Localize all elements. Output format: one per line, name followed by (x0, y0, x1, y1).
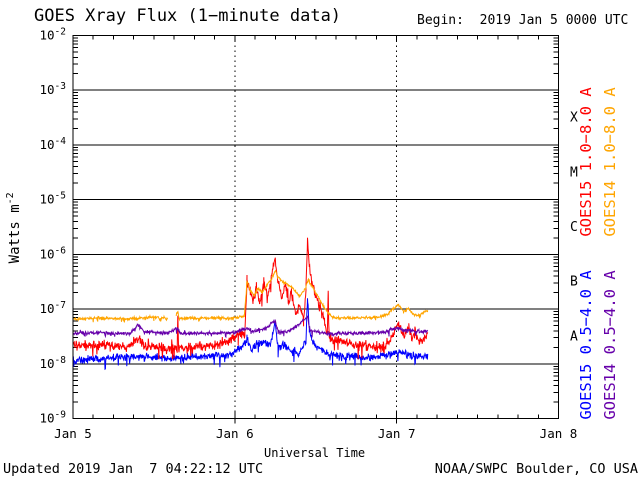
series-goes14-1.0-8.0-line (175, 269, 429, 322)
y-tick-label: 10-5 (39, 191, 66, 207)
y-tick-label: 10-3 (39, 81, 66, 97)
series-legend-goes14-0.5-4.0: GOES14 0.5−4.0 A (601, 270, 619, 420)
plot-border (72, 35, 559, 419)
series-goes14-0.5-4.0-line (72, 315, 429, 339)
y-tick-label: 10-4 (39, 136, 66, 152)
x-tick-label: Jan 5 (54, 426, 92, 441)
x-tick-label: Jan 8 (540, 426, 578, 441)
flare-class-label: B (570, 275, 578, 290)
flare-class-label: A (570, 329, 578, 344)
series-goes15-1.0-8.0-line (72, 237, 429, 360)
y-tick-label: 10-8 (39, 355, 66, 371)
chart-title: GOES Xray Flux (1−minute data) (34, 6, 342, 26)
series-legend-goes14-1.0-8.0: GOES14 1.0−8.0 A (601, 87, 619, 237)
source-attribution: NOAA/SWPC Boulder, CO USA (434, 461, 638, 477)
flare-class-label: X (570, 111, 578, 126)
series-legend-goes15-1.0-8.0: GOES15 1.0−8.0 A (577, 87, 595, 237)
x-axis-label: Universal Time (264, 446, 366, 460)
x-tick-label: Jan 7 (378, 426, 416, 441)
y-tick-label: 10-6 (39, 245, 66, 261)
flare-class-label: M (570, 165, 578, 180)
series-legend-goes15-0.5-4.0: GOES15 0.5−4.0 A (577, 270, 595, 420)
begin-time: Begin: 2019 Jan 5 0000 UTC (417, 13, 629, 28)
updated-timestamp: Updated 2019 Jan 7 04:22:12 UTC (3, 461, 264, 477)
y-tick-label: 10-2 (39, 27, 66, 43)
flare-class-label: C (570, 220, 578, 235)
x-tick-label: Jan 6 (216, 426, 254, 441)
series-goes15-0.5-4.0-line (72, 298, 429, 371)
series-goes14-1.0-8.0-line (72, 313, 169, 323)
y-tick-label: 10-7 (39, 300, 66, 316)
y-tick-label: 10-9 (39, 410, 66, 426)
